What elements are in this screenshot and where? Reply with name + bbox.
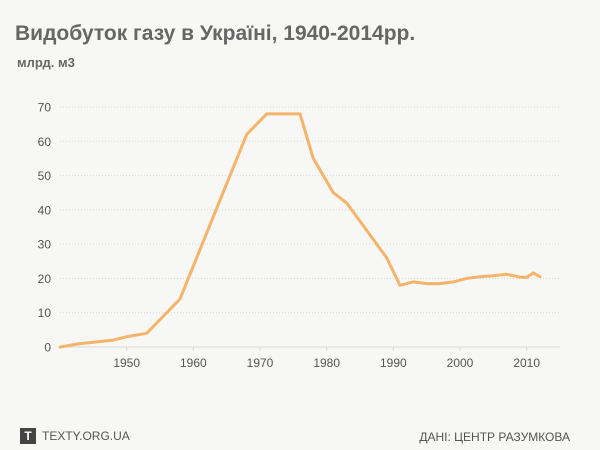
- y-tick-label: 10: [38, 306, 52, 320]
- x-tick-label: 1970: [247, 356, 274, 370]
- y-tick-label: 70: [38, 101, 52, 115]
- x-tick-label: 1950: [113, 356, 140, 370]
- brand: T TEXTY.ORG.UA: [20, 428, 130, 444]
- y-axis: 0 10 20 30 40 50 60 70: [38, 101, 52, 355]
- x-tick-label: 2010: [513, 356, 540, 370]
- x-axis: 1950 1960 1970 1980 1990 2000 2010: [113, 347, 540, 370]
- grid: [60, 106, 560, 348]
- x-tick-label: 1990: [380, 356, 407, 370]
- y-tick-label: 50: [38, 169, 52, 183]
- y-axis-unit-label: млрд. м3: [17, 55, 75, 70]
- y-tick-label: 20: [38, 272, 52, 286]
- brand-text: TEXTY.ORG.UA: [42, 429, 130, 443]
- y-tick-label: 0: [44, 341, 51, 355]
- y-tick-label: 30: [38, 238, 52, 252]
- y-tick-label: 40: [38, 203, 52, 217]
- chart-title: Видобуток газу в Україні, 1940-2014рр.: [15, 22, 416, 45]
- x-tick-label: 1960: [180, 356, 207, 370]
- x-tick-label: 1980: [313, 356, 340, 370]
- series-line: [58, 112, 542, 349]
- x-tick-label: 2000: [447, 356, 474, 370]
- series-layer: [58, 112, 542, 349]
- data-source: ДАНІ: ЦЕНТР РАЗУМКОВА: [419, 430, 570, 444]
- y-tick-label: 60: [38, 135, 52, 149]
- logo-icon: T: [20, 428, 36, 444]
